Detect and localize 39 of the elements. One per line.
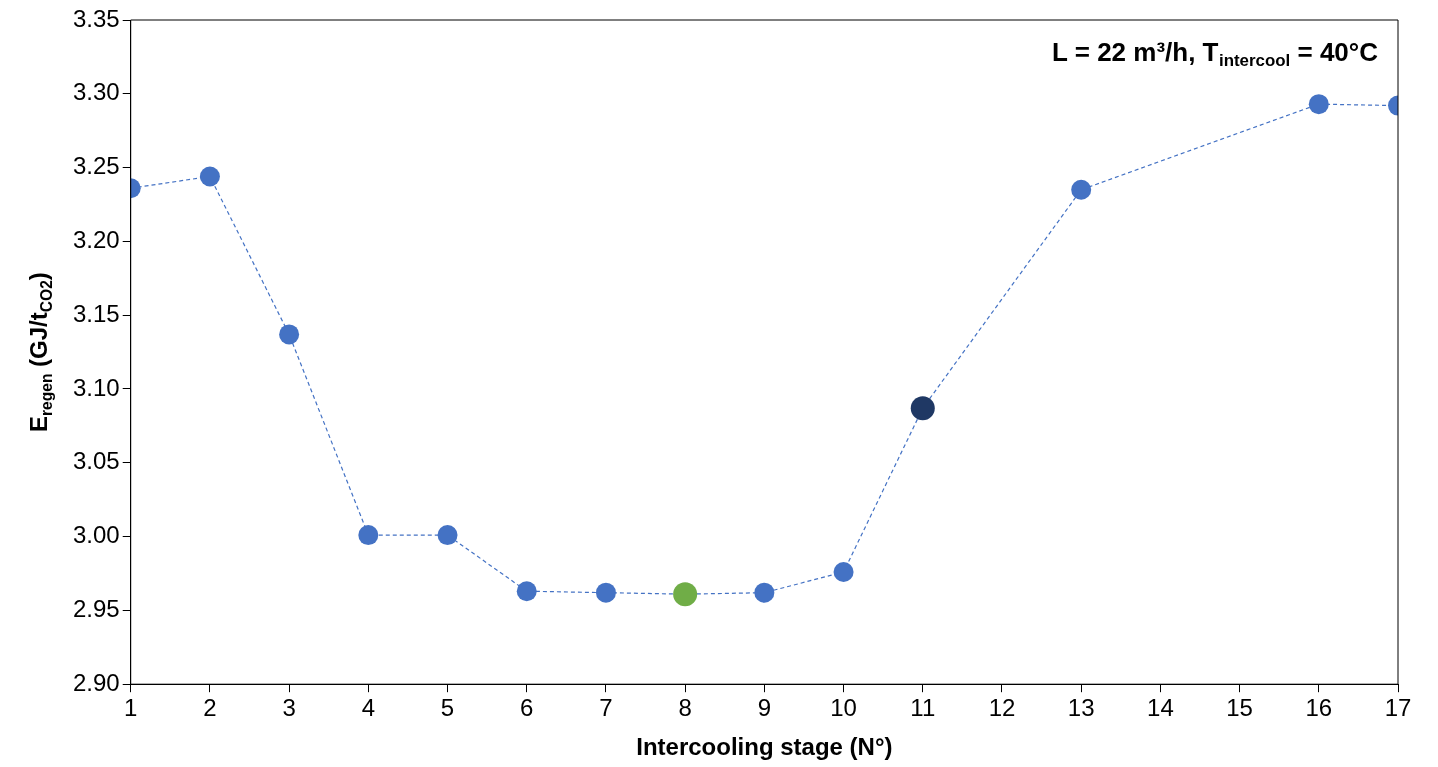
point [595,582,616,603]
y-tick-label: 2.95 [72,595,120,623]
x-tick-label: 3 [282,694,296,722]
point [279,324,300,345]
x-tick-label: 7 [599,694,613,722]
x-tick-label: 5 [440,694,455,722]
x-tick-label: 13 [1067,694,1095,722]
x-tick-label: 4 [361,694,376,722]
x-tick-label: 11 [910,694,936,722]
x-tick-label: 12 [988,694,1016,722]
x-tick-label: 10 [830,694,857,722]
x-tick-label: 14 [1147,694,1174,722]
point [1308,94,1329,115]
point [516,581,537,602]
y-tick-label: 3.25 [72,152,120,180]
y-tick-label: 2.90 [72,668,120,696]
x-tick-label: 9 [757,694,772,722]
point [358,525,379,546]
x-tick-label: 15 [1226,694,1253,722]
x-tick-label: 6 [520,694,534,722]
y-tick-label: 3.10 [72,373,120,401]
x-tick-label: 16 [1305,694,1333,722]
x-axis-title: Intercooling stage (N°) [636,732,893,760]
y-tick-label: 3.00 [72,521,120,549]
point [1071,179,1092,200]
x-tick-label: 1 [124,694,138,722]
y-tick-label: 3.15 [72,299,120,327]
point [754,582,775,603]
y-tick-label: 3.30 [72,78,120,106]
x-tick-label: 2 [203,694,217,722]
point [833,562,854,583]
x-tick-label: 8 [678,694,692,722]
y-tick-label: 3.05 [72,447,120,475]
y-tick-label: 3.20 [72,226,120,254]
point [199,166,220,187]
x-tick-label: 17 [1384,694,1412,722]
y-tick-label: 3.35 [72,4,120,32]
y-axis-title: Eregen (GJ/tCO2) [24,272,55,433]
point [437,525,458,546]
